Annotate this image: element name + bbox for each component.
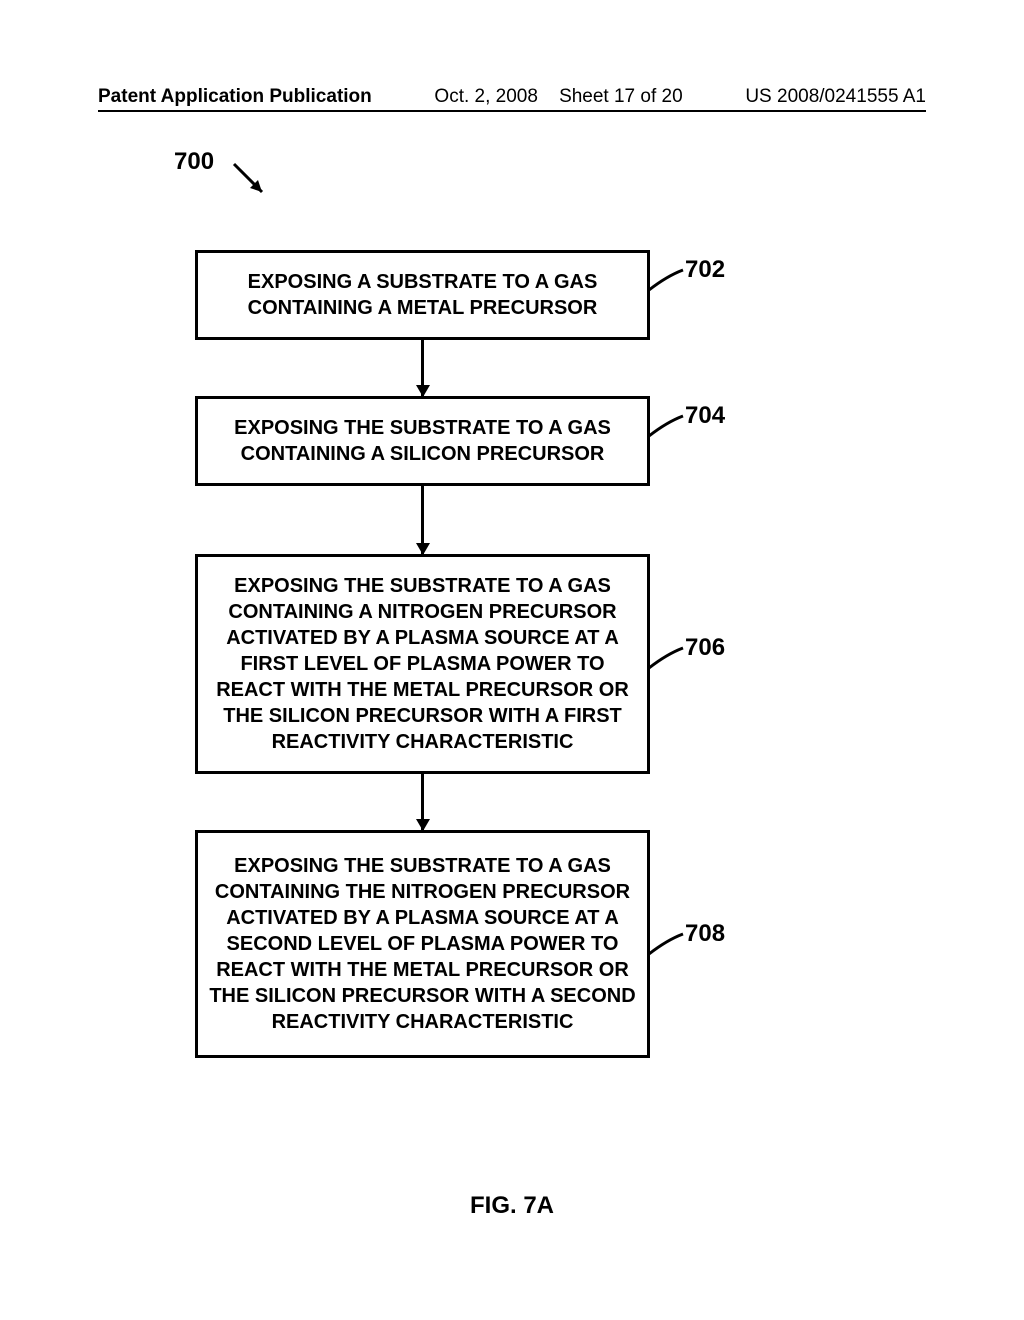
ref-pointer-icon bbox=[647, 414, 691, 444]
ref-label-704: 704 bbox=[685, 402, 725, 430]
flow-connector bbox=[421, 486, 424, 554]
publication-number: US 2008/0241555 A1 bbox=[745, 86, 926, 108]
flow-box-text: EXPOSING A SUBSTRATE TO A GAS CONTAINING… bbox=[208, 269, 637, 321]
flow-box-text: EXPOSING THE SUBSTRATE TO A GAS CONTAINI… bbox=[208, 853, 637, 1035]
flow-box-702: EXPOSING A SUBSTRATE TO A GAS CONTAINING… bbox=[195, 250, 650, 340]
flow-box-text: EXPOSING THE SUBSTRATE TO A GAS CONTAINI… bbox=[208, 573, 637, 755]
page: Patent Application Publication Oct. 2, 2… bbox=[0, 0, 1024, 1320]
ref-700-label: 700 bbox=[174, 148, 214, 176]
flow-box-704: EXPOSING THE SUBSTRATE TO A GAS CONTAINI… bbox=[195, 396, 650, 486]
ref-label-706: 706 bbox=[685, 634, 725, 662]
flow-connector bbox=[421, 774, 424, 830]
figure-caption: FIG. 7A bbox=[0, 1192, 1024, 1220]
ref-pointer-icon bbox=[647, 268, 691, 298]
ref-label-702: 702 bbox=[685, 256, 725, 284]
publication-label: Patent Application Publication bbox=[98, 86, 372, 108]
ref-700-arrow-icon bbox=[228, 158, 278, 208]
ref-label-708: 708 bbox=[685, 920, 725, 948]
ref-pointer-icon bbox=[647, 646, 691, 676]
flow-connector bbox=[421, 340, 424, 396]
page-header: Patent Application Publication Oct. 2, 2… bbox=[98, 86, 926, 108]
header-date: Oct. 2, 2008 bbox=[434, 86, 538, 107]
header-rule bbox=[98, 110, 926, 112]
header-sheet: Sheet 17 of 20 bbox=[559, 86, 683, 107]
flow-box-text: EXPOSING THE SUBSTRATE TO A GAS CONTAINI… bbox=[208, 415, 637, 467]
ref-pointer-icon bbox=[647, 932, 691, 962]
flow-box-706: EXPOSING THE SUBSTRATE TO A GAS CONTAINI… bbox=[195, 554, 650, 774]
flowchart: EXPOSING A SUBSTRATE TO A GAS CONTAINING… bbox=[195, 250, 650, 1058]
header-date-sheet: Oct. 2, 2008 Sheet 17 of 20 bbox=[434, 86, 682, 108]
flow-box-708: EXPOSING THE SUBSTRATE TO A GAS CONTAINI… bbox=[195, 830, 650, 1058]
